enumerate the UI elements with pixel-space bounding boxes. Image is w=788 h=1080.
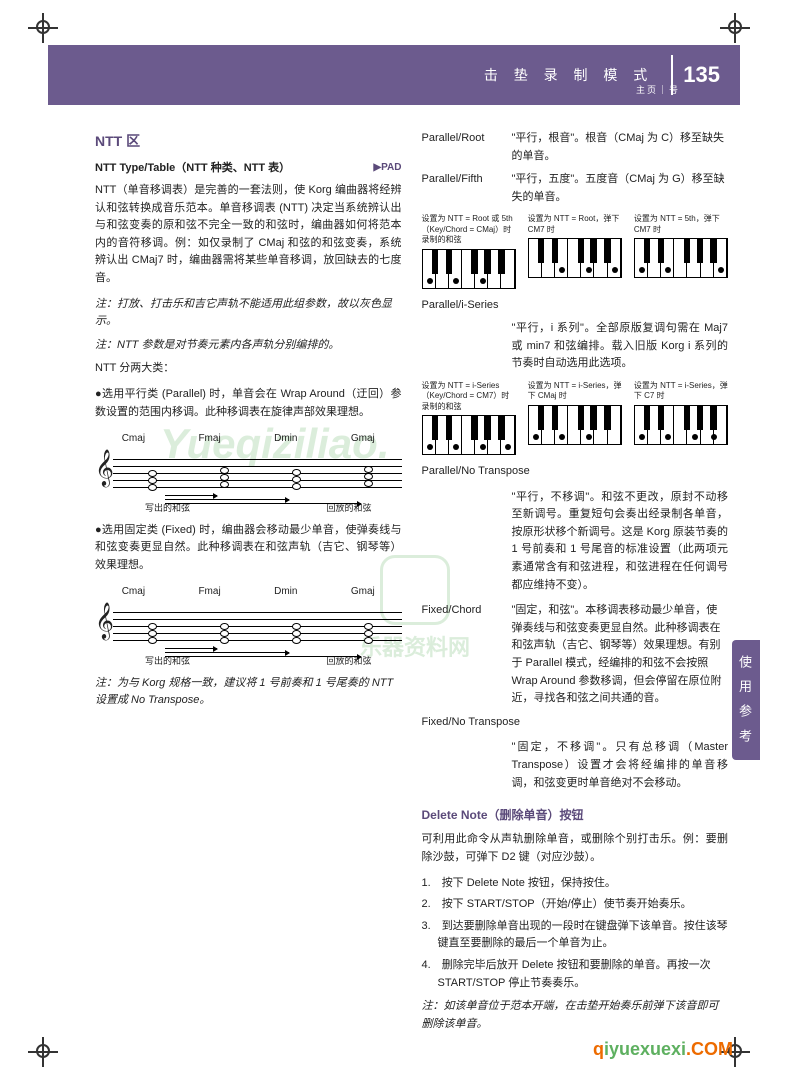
fixed-desc: ●选用固定类 (Fixed) 时，编曲器会移动最少单音，使弹奏线与和弦变奏更显自… <box>95 522 402 575</box>
piano-keyboard-icon <box>634 405 728 445</box>
corner-mark-tl <box>28 8 68 48</box>
def-fixed-notranspose: Fixed/No Transpose "固定，不移调"。只有总移调（Master… <box>422 714 729 792</box>
piano-keyboard-icon <box>422 415 516 455</box>
step-3: 3. 到达要删除单音出现的一段时在键盘弹下该单音。按住该琴键直至要删除的最后一个… <box>422 918 729 953</box>
left-column: NTT 区 NTT Type/Table（NTT 种类、NTT 表） ▶PAD … <box>95 130 402 1039</box>
note-2: 注：NTT 参数是对节奏元素内各声轨分别编排的。 <box>95 337 402 355</box>
corner-mark-tr <box>720 8 760 48</box>
delete-note-heading: Delete Note（删除单音）按钮 <box>422 806 729 825</box>
def-fixed-chord: Fixed/Chord "固定，和弦"。本移调表移动最少单音，使弹奏线与和弦变奏… <box>422 602 729 708</box>
page-number: 135 <box>683 62 720 88</box>
def-parallel-fifth: Parallel/Fifth "平行，五度"。五度音（CMaj 为 G）移至缺失… <box>422 171 729 206</box>
note-3: 注：为与 Korg 规格一致，建议将 1 号前奏和 1 号尾奏的 NTT 设置成… <box>95 675 402 710</box>
section-title: NTT 区 <box>95 130 402 152</box>
footer-watermark: qiyuexuexi.COM <box>593 1039 733 1060</box>
piano-keyboard-icon <box>634 238 728 278</box>
step-1: 1. 按下 Delete Note 按钮，保持按住。 <box>422 875 729 893</box>
ntt-type-heading: NTT Type/Table（NTT 种类、NTT 表） ▶PAD <box>95 160 402 178</box>
main-content: NTT 区 NTT Type/Table（NTT 种类、NTT 表） ▶PAD … <box>95 130 728 1039</box>
page-header: 击 垫 录 制 模 式 主页｜号 135 <box>48 45 740 105</box>
corner-mark-bl <box>28 1032 68 1072</box>
header-subtitle: 主页｜号 <box>636 83 680 96</box>
keyboard-row-2: 设置为 NTT = i-Series（Key/Chord = CM7）时录制的和… <box>422 381 729 455</box>
def-parallel-notranspose: Parallel/No Transpose "平行，不移调"。和弦不更改，原封不… <box>422 463 729 594</box>
right-column: Parallel/Root "平行，根音"。根音（CMaj 为 C）移至缺失的单… <box>422 130 729 1039</box>
pad-indicator: ▶PAD <box>373 160 401 178</box>
delete-note-footnote: 注：如该单音位于范本开端，在击垫开始奏乐前弹下该音即可删除该单音。 <box>422 998 729 1033</box>
step-4: 4. 删除完毕后放开 Delete 按钮和要删除的单音。再按一次 START/S… <box>422 957 729 992</box>
header-title: 击 垫 录 制 模 式 <box>484 65 653 85</box>
parallel-desc: ●选用平行类 (Parallel) 时，单音会在 Wrap Around（迂回）… <box>95 386 402 421</box>
piano-keyboard-icon <box>528 238 622 278</box>
def-iseries: Parallel/i-Series <box>422 297 729 315</box>
step-2: 2. 按下 START/STOP（开始/停止）使节奏开始奏乐。 <box>422 896 729 914</box>
music-staff-2: CmajFmajDminGmaj 𝄞 写出的和弦回放的和弦 <box>95 584 402 668</box>
piano-keyboard-icon <box>422 249 516 289</box>
intro-para: NTT（单音移调表）是完善的一套法则，使 Korg 编曲器将经辨认和弦转换成音乐… <box>95 182 402 288</box>
def-parallel-root: Parallel/Root "平行，根音"。根音（CMaj 为 C）移至缺失的单… <box>422 130 729 165</box>
piano-keyboard-icon <box>528 405 622 445</box>
ntt-types-label: NTT 分两大类： <box>95 360 402 378</box>
note-1: 注：打放、打击乐和吉它声轨不能适用此组参数，故以灰色显示。 <box>95 296 402 331</box>
delete-intro: 可利用此命令从声轨删除单音，或删除个别打击乐。例：要删除沙鼓，可弹下 D2 键（… <box>422 831 729 866</box>
side-tab: 使 用 参 考 <box>732 640 760 760</box>
keyboard-row-1: 设置为 NTT = Root 或 5th（Key/Chord = CMaj）时录… <box>422 214 729 288</box>
treble-clef-icon: 𝄞 <box>95 604 114 636</box>
treble-clef-icon: 𝄞 <box>95 451 114 483</box>
music-staff-1: CmajFmajDminGmaj 𝄞 写出的和弦回放的和弦 <box>95 431 402 515</box>
